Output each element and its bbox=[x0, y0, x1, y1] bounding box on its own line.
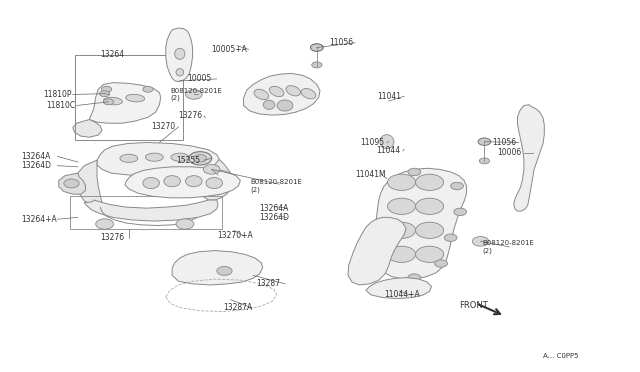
Circle shape bbox=[472, 237, 489, 246]
Bar bbox=[75, 55, 183, 140]
Polygon shape bbox=[244, 73, 320, 115]
Circle shape bbox=[96, 219, 113, 229]
Circle shape bbox=[435, 260, 447, 267]
Circle shape bbox=[194, 155, 207, 162]
Ellipse shape bbox=[301, 89, 316, 99]
Circle shape bbox=[143, 86, 153, 92]
Text: 13264A: 13264A bbox=[259, 203, 288, 213]
Ellipse shape bbox=[125, 94, 145, 102]
Circle shape bbox=[388, 174, 415, 190]
Text: 11056: 11056 bbox=[492, 138, 516, 147]
Circle shape bbox=[478, 138, 491, 145]
Text: 13264: 13264 bbox=[100, 51, 124, 60]
Ellipse shape bbox=[120, 154, 138, 162]
Ellipse shape bbox=[286, 86, 301, 96]
Text: 13264D: 13264D bbox=[21, 161, 51, 170]
Ellipse shape bbox=[269, 86, 284, 97]
Text: 11810P: 11810P bbox=[43, 90, 71, 99]
Text: 13287A: 13287A bbox=[223, 303, 252, 312]
Circle shape bbox=[388, 222, 415, 238]
Text: 11056: 11056 bbox=[329, 38, 353, 47]
Text: FRONT: FRONT bbox=[459, 301, 488, 311]
Ellipse shape bbox=[277, 100, 293, 111]
Circle shape bbox=[310, 44, 323, 51]
Ellipse shape bbox=[263, 100, 275, 109]
Polygon shape bbox=[202, 160, 232, 200]
Circle shape bbox=[310, 44, 323, 51]
Text: 10005: 10005 bbox=[188, 74, 212, 83]
Ellipse shape bbox=[193, 154, 211, 162]
Circle shape bbox=[176, 219, 194, 229]
Text: 11044+A: 11044+A bbox=[384, 291, 419, 299]
Polygon shape bbox=[172, 251, 262, 285]
Ellipse shape bbox=[143, 177, 159, 189]
Circle shape bbox=[64, 179, 79, 188]
Text: 10006: 10006 bbox=[497, 148, 522, 157]
Circle shape bbox=[415, 222, 444, 238]
Text: 13276: 13276 bbox=[100, 233, 124, 242]
Circle shape bbox=[408, 168, 420, 176]
Ellipse shape bbox=[104, 97, 122, 105]
Ellipse shape bbox=[206, 177, 223, 189]
Ellipse shape bbox=[145, 153, 163, 161]
Circle shape bbox=[204, 164, 220, 174]
Circle shape bbox=[415, 246, 444, 262]
Text: A... C0PP5: A... C0PP5 bbox=[543, 353, 579, 359]
Text: 10005+A: 10005+A bbox=[212, 45, 248, 54]
Polygon shape bbox=[97, 142, 220, 176]
Circle shape bbox=[103, 99, 113, 105]
Ellipse shape bbox=[176, 68, 184, 76]
Circle shape bbox=[101, 86, 111, 92]
Circle shape bbox=[444, 234, 457, 241]
Circle shape bbox=[186, 90, 202, 99]
Text: B08120-8201E
(2): B08120-8201E (2) bbox=[170, 88, 222, 101]
Text: 13264+A: 13264+A bbox=[21, 215, 57, 224]
Text: 13270: 13270 bbox=[151, 122, 175, 131]
Circle shape bbox=[451, 182, 463, 190]
Polygon shape bbox=[77, 160, 102, 207]
Text: 11095: 11095 bbox=[360, 138, 384, 147]
Text: 13287: 13287 bbox=[256, 279, 280, 288]
Ellipse shape bbox=[254, 89, 269, 100]
Circle shape bbox=[100, 91, 109, 97]
Circle shape bbox=[454, 208, 467, 215]
Circle shape bbox=[408, 274, 420, 281]
Ellipse shape bbox=[164, 176, 180, 187]
Circle shape bbox=[217, 266, 232, 275]
Ellipse shape bbox=[175, 48, 185, 60]
Text: 13264A: 13264A bbox=[21, 152, 51, 161]
Polygon shape bbox=[90, 83, 161, 123]
Text: 11041: 11041 bbox=[378, 92, 401, 101]
Polygon shape bbox=[125, 167, 241, 198]
Text: 11044: 11044 bbox=[376, 147, 400, 155]
Text: B08120-8201E
(2): B08120-8201E (2) bbox=[250, 179, 302, 193]
Text: 13276: 13276 bbox=[178, 111, 202, 121]
Bar bbox=[70, 196, 222, 229]
Ellipse shape bbox=[186, 176, 202, 187]
Circle shape bbox=[415, 198, 444, 214]
Text: 13270+A: 13270+A bbox=[217, 231, 253, 240]
Ellipse shape bbox=[171, 153, 189, 161]
Circle shape bbox=[388, 198, 415, 214]
Circle shape bbox=[189, 152, 212, 165]
Polygon shape bbox=[348, 217, 406, 285]
Polygon shape bbox=[366, 278, 431, 299]
Text: B08120-8201E
(2): B08120-8201E (2) bbox=[483, 240, 534, 254]
Circle shape bbox=[388, 246, 415, 262]
Text: 15255: 15255 bbox=[176, 155, 200, 165]
Circle shape bbox=[415, 174, 444, 190]
Polygon shape bbox=[371, 168, 467, 279]
Text: 11041M: 11041M bbox=[355, 170, 386, 179]
Text: 11810C: 11810C bbox=[47, 101, 76, 110]
Polygon shape bbox=[514, 105, 544, 211]
Polygon shape bbox=[166, 28, 193, 81]
Circle shape bbox=[312, 62, 322, 68]
Text: 13264D: 13264D bbox=[259, 213, 289, 222]
Polygon shape bbox=[84, 200, 218, 221]
Polygon shape bbox=[73, 119, 102, 137]
Ellipse shape bbox=[380, 135, 394, 149]
Polygon shape bbox=[59, 173, 86, 194]
Circle shape bbox=[479, 158, 490, 164]
